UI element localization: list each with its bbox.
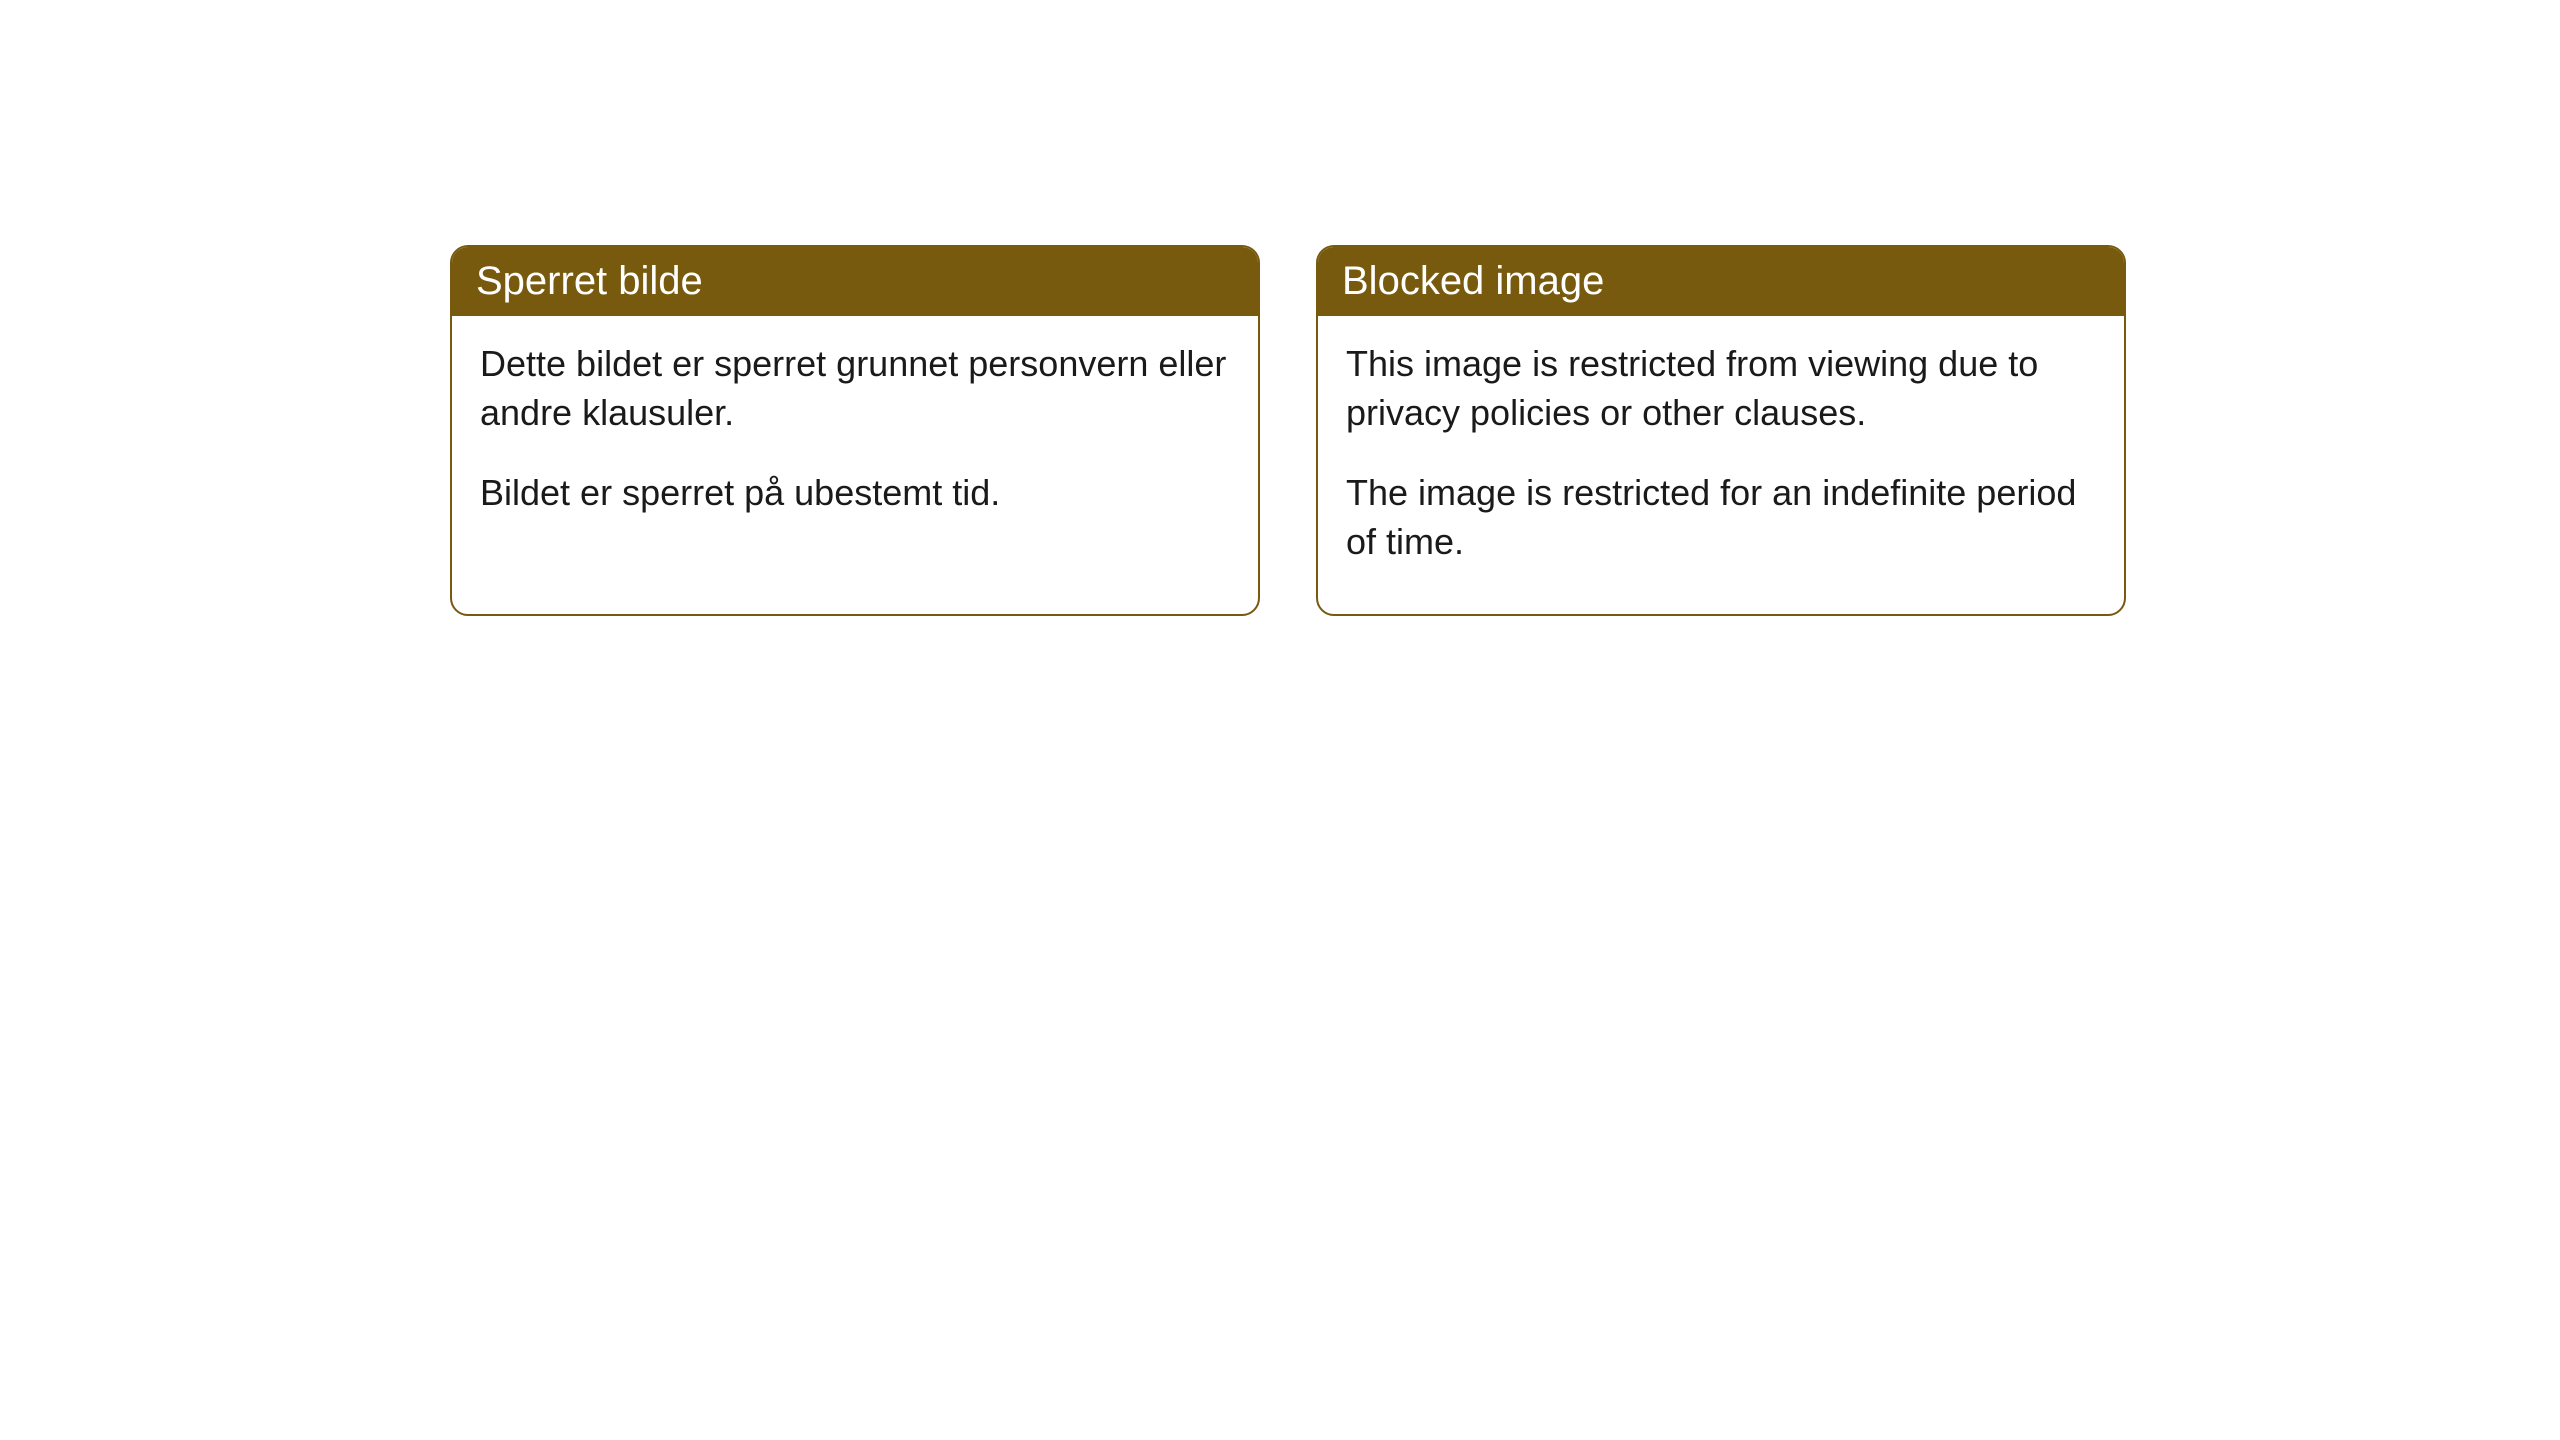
card-header: Blocked image <box>1318 247 2124 316</box>
card-body: This image is restricted from viewing du… <box>1318 316 2124 614</box>
card-body: Dette bildet er sperret grunnet personve… <box>452 316 1258 566</box>
card-paragraph: Dette bildet er sperret grunnet personve… <box>480 340 1230 437</box>
notice-cards-container: Sperret bilde Dette bildet er sperret gr… <box>450 245 2126 616</box>
notice-card-english: Blocked image This image is restricted f… <box>1316 245 2126 616</box>
card-paragraph: Bildet er sperret på ubestemt tid. <box>480 469 1230 518</box>
card-title: Sperret bilde <box>476 259 703 303</box>
card-paragraph: The image is restricted for an indefinit… <box>1346 469 2096 566</box>
notice-card-norwegian: Sperret bilde Dette bildet er sperret gr… <box>450 245 1260 616</box>
card-title: Blocked image <box>1342 259 1604 303</box>
card-paragraph: This image is restricted from viewing du… <box>1346 340 2096 437</box>
card-header: Sperret bilde <box>452 247 1258 316</box>
